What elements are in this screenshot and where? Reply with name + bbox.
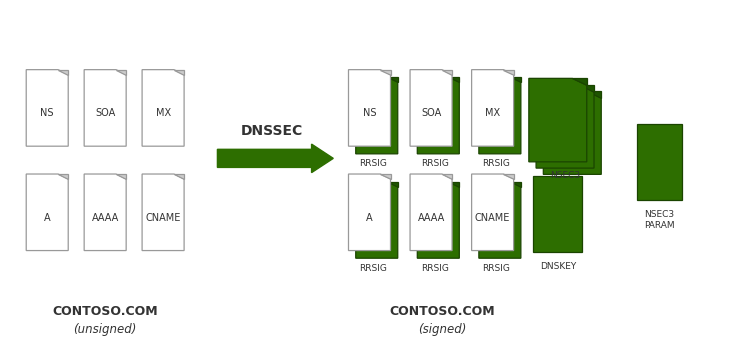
FancyArrow shape (217, 144, 333, 173)
Text: RRSIG: RRSIG (483, 159, 510, 168)
Polygon shape (479, 77, 521, 154)
Polygon shape (58, 174, 68, 179)
Polygon shape (84, 70, 126, 146)
Polygon shape (543, 91, 602, 174)
Polygon shape (587, 91, 602, 98)
Polygon shape (349, 70, 390, 146)
Polygon shape (355, 77, 398, 154)
Text: NS: NS (41, 108, 54, 118)
Text: A: A (44, 213, 50, 223)
Polygon shape (442, 174, 452, 179)
Text: RRSIG: RRSIG (359, 159, 387, 168)
Text: RRSIG: RRSIG (483, 264, 510, 273)
Polygon shape (116, 70, 126, 75)
Polygon shape (174, 70, 184, 75)
Polygon shape (449, 182, 460, 186)
Polygon shape (388, 182, 398, 186)
Text: MX: MX (485, 108, 500, 118)
Bar (533, 176, 582, 252)
Polygon shape (471, 70, 514, 146)
Text: CONTOSO.COM: CONTOSO.COM (389, 305, 494, 318)
Polygon shape (381, 174, 390, 179)
Polygon shape (388, 77, 398, 82)
Polygon shape (349, 174, 390, 251)
Polygon shape (26, 70, 68, 146)
Text: RRSIG: RRSIG (420, 159, 449, 168)
Text: DNSSEC: DNSSEC (241, 124, 303, 137)
Polygon shape (471, 174, 514, 251)
Polygon shape (142, 174, 184, 251)
Polygon shape (355, 182, 398, 258)
Polygon shape (536, 84, 594, 168)
Polygon shape (84, 174, 126, 251)
Polygon shape (381, 70, 390, 75)
Text: AAAA: AAAA (92, 213, 119, 223)
Polygon shape (503, 70, 514, 75)
Polygon shape (418, 77, 460, 154)
Text: (signed): (signed) (418, 323, 466, 337)
Polygon shape (142, 70, 184, 146)
Text: CNAME: CNAME (146, 213, 181, 223)
Polygon shape (511, 77, 521, 82)
Polygon shape (174, 174, 184, 179)
Polygon shape (449, 77, 460, 82)
Text: AAAA: AAAA (418, 213, 445, 223)
Bar (637, 124, 681, 200)
Polygon shape (442, 70, 452, 75)
Text: SOA: SOA (421, 108, 441, 118)
Text: DNSKEY: DNSKEY (539, 262, 576, 271)
Text: A: A (367, 213, 372, 223)
Polygon shape (58, 70, 68, 75)
Polygon shape (579, 84, 594, 92)
Polygon shape (410, 174, 452, 251)
Polygon shape (116, 174, 126, 179)
Polygon shape (410, 70, 452, 146)
Text: SOA: SOA (95, 108, 115, 118)
Text: MX: MX (155, 108, 171, 118)
Text: RRSIG: RRSIG (420, 264, 449, 273)
Text: RRSIG: RRSIG (359, 264, 387, 273)
Text: NSEC3
PARAM: NSEC3 PARAM (644, 210, 675, 230)
Text: CNAME: CNAME (475, 213, 511, 223)
Polygon shape (418, 182, 460, 258)
Text: CONTOSO.COM: CONTOSO.COM (52, 305, 158, 318)
Polygon shape (572, 78, 587, 85)
Polygon shape (503, 174, 514, 179)
Text: (unsigned): (unsigned) (73, 323, 137, 337)
Text: NSEC3: NSEC3 (550, 170, 580, 180)
Text: NS: NS (363, 108, 376, 118)
Polygon shape (511, 182, 521, 186)
Polygon shape (529, 78, 587, 162)
Polygon shape (479, 182, 521, 258)
Polygon shape (26, 174, 68, 251)
